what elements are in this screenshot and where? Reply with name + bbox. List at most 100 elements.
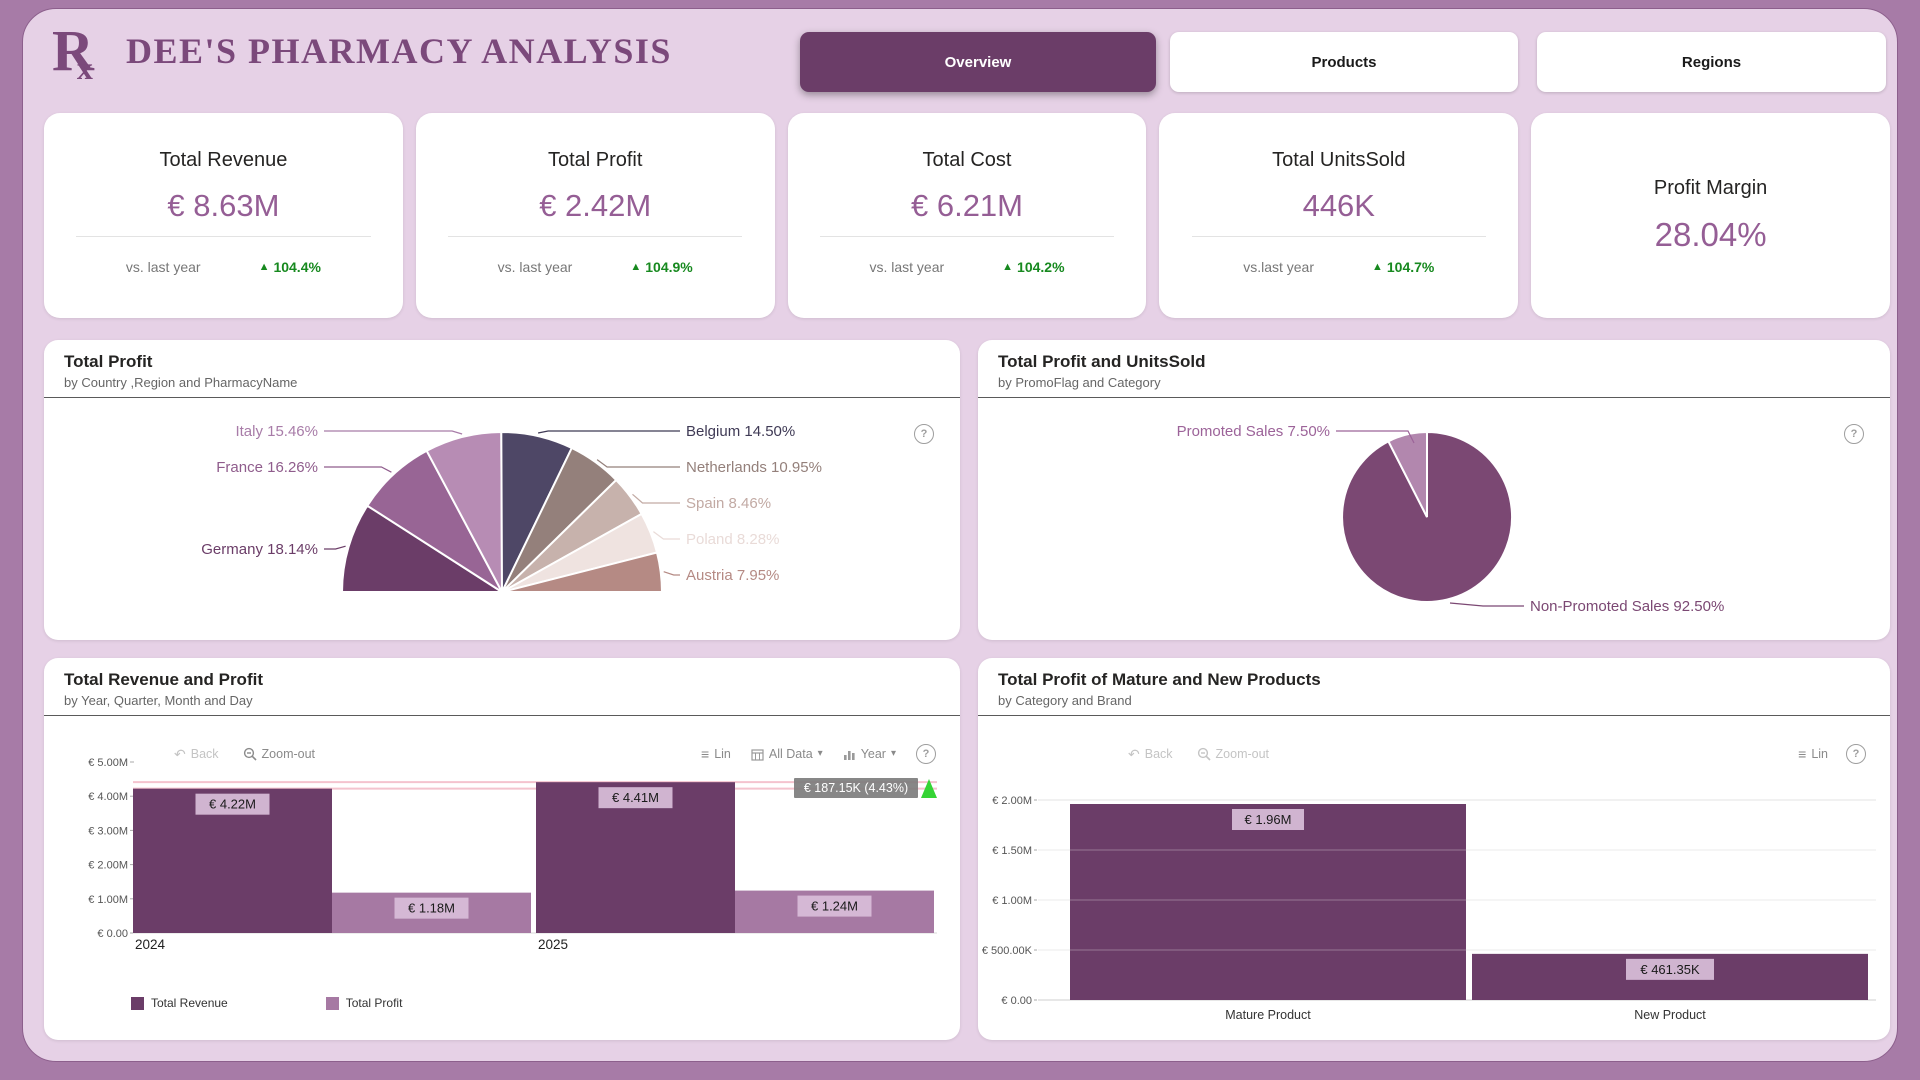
y-axis-label: € 4.00M [88, 791, 128, 803]
zoom-out-label: Zoom-out [1215, 747, 1270, 761]
revenue-profit-bar-chart: € 5.00M € 4.00M € 3.00M € 2.00M € 1.00M € 0.0… [88, 757, 937, 952]
x-category-label-new-product: New Product [1634, 1008, 1706, 1022]
legend-swatch [131, 996, 144, 1010]
kpi-delta: ▲ 104.2% [1002, 259, 1064, 275]
back-button[interactable]: ↶ Back [174, 747, 219, 761]
x-category-label-mature-product: Mature Product [1225, 1008, 1311, 1022]
legend-item-total-revenue[interactable]: Total Revenue [131, 996, 228, 1010]
kpi-card-profit-margin: Profit Margin 28.04% [1531, 113, 1890, 318]
caret-down-icon: ▾ [890, 748, 896, 759]
bar-value-box [394, 897, 469, 919]
pie-slice-promoted-sales[interactable] [1387, 430, 1428, 518]
bar-value-box [195, 793, 270, 815]
anomaly-tooltip-text: € 187.15K (4.43%) [804, 781, 908, 795]
callout-line-non-promoted [1449, 602, 1524, 607]
kpi-title: Total Profit [547, 149, 643, 171]
kpi-row: Total Revenue € 8.63M vs. last year ▲ 10… [44, 113, 1890, 318]
kpi-title: Total Revenue [159, 149, 288, 171]
kpi-delta-value: 104.9% [645, 259, 693, 275]
halfpie-chart-area: Germany 18.14% France 16.26% Italy 15.46% B… [44, 398, 960, 640]
panel-subtitle: by Country ,Region and PharmacyName [64, 375, 298, 390]
up-arrow-icon: ▲ [630, 261, 642, 273]
x-category-label-2024: 2024 [135, 937, 166, 952]
lin-label: Lin [1811, 747, 1828, 761]
mature-new-chart-area: € 2.00M € 1.50M € 1.00M € 500.00K € 0.00 € 1.… [978, 716, 1890, 1040]
bar-value-label: € 1.24M [811, 899, 858, 914]
kpi-vs-label: vs. last year [497, 259, 573, 275]
help-icon[interactable]: ? [914, 424, 934, 444]
revenue-profit-chart-area: € 5.00M € 4.00M € 3.00M € 2.00M € 1.00M € 0.0… [44, 716, 960, 1040]
y-axis-label: € 0.00 [1001, 995, 1032, 1007]
callout-line-spain [632, 493, 680, 504]
bar-value-label: € 4.22M [209, 797, 256, 812]
kpi-value: 28.04% [1654, 216, 1767, 253]
halfpie-label-poland: Poland 8.28% [686, 531, 779, 548]
panel-title: Total Profit [64, 352, 153, 371]
tab-products-label: Products [1311, 53, 1377, 71]
kpi-delta-value: 104.4% [273, 259, 321, 275]
bar-mature-product[interactable] [1070, 804, 1466, 1000]
panel-subtitle: by Category and Brand [998, 693, 1132, 708]
bar-value-box [1232, 809, 1304, 830]
tab-products[interactable]: Products [1170, 32, 1518, 92]
help-icon[interactable]: ? [916, 744, 936, 764]
panel-head: Total Profit of Mature and New Products … [978, 658, 1890, 716]
y-axis-label: € 500.00K [982, 945, 1033, 957]
bar-value-label: € 1.96M [1245, 812, 1292, 827]
panel-head: Total Revenue and Profit by Year, Quarte… [44, 658, 960, 716]
bar-value-box [598, 787, 673, 809]
help-icon[interactable]: ? [1844, 424, 1864, 444]
kpi-vs-label: vs. last year [869, 259, 945, 275]
y-axis-label: € 2.00M [992, 795, 1032, 807]
panel-total-profit-by-country: Total Profit by Country ,Region and Phar… [44, 340, 960, 640]
kpi-delta: ▲ 104.4% [259, 259, 321, 275]
y-axis-label: € 1.00M [88, 894, 128, 906]
kpi-value: € 8.63M [167, 188, 280, 223]
list-icon: ≡ [1798, 746, 1807, 762]
kpi-value: 446K [1302, 188, 1375, 223]
list-icon: ≡ [701, 746, 710, 762]
x-category-label-2025: 2025 [538, 937, 568, 952]
mature-new-bar-chart: € 2.00M € 1.50M € 1.00M € 500.00K € 0.00 € 1.… [982, 795, 1876, 1022]
caret-down-icon: ▾ [817, 748, 823, 759]
halfpie-label-netherlands: Netherlands 10.95% [686, 459, 822, 476]
all-data-dropdown[interactable]: All Data ▾ [751, 747, 823, 761]
tab-regions[interactable]: Regions [1537, 32, 1886, 92]
lin-toggle[interactable]: ≡ Lin [1798, 747, 1828, 761]
zoom-out-button[interactable]: Zoom-out [243, 747, 315, 761]
kpi-card-total-cost: Total Cost € 6.21M vs. last year ▲ 104.2… [787, 113, 1147, 318]
back-label: Back [1144, 747, 1173, 761]
y-axis-label: € 1.50M [992, 845, 1032, 857]
kpi-delta: ▲ 104.7% [1372, 259, 1434, 275]
zoom-out-button[interactable]: Zoom-out [1197, 747, 1270, 761]
bar-chart-icon [843, 750, 855, 760]
rx-logo-x: x [76, 50, 93, 86]
halfpie-label-italy: Italy 15.46% [235, 423, 318, 440]
lin-toggle[interactable]: ≡ Lin [701, 747, 731, 761]
bar-value-box [797, 895, 872, 917]
panel-subtitle: by PromoFlag and Category [998, 375, 1161, 390]
legend-label: Total Revenue [151, 996, 228, 1010]
kpi-card-total-unitssold: Total UnitsSold 446K vs.last year ▲ 104.… [1159, 113, 1519, 318]
legend-label: Total Profit [345, 996, 403, 1010]
y-axis-label: € 1.00M [992, 895, 1032, 907]
year-dropdown[interactable]: Year ▾ [843, 747, 896, 761]
up-arrow-icon: ▲ [258, 261, 270, 273]
kpi-card-total-revenue: Total Revenue € 8.63M vs. last year ▲ 10… [44, 113, 403, 318]
halfpie-slice-germany[interactable] [340, 504, 506, 593]
kpi-delta-value: 104.2% [1017, 259, 1065, 275]
back-button[interactable]: ↶ Back [1128, 747, 1173, 761]
legend-swatch [325, 996, 339, 1010]
back-icon: ↶ [1128, 746, 1140, 762]
halfpie-slice-austria[interactable] [501, 551, 664, 593]
callout-line-italy [324, 430, 463, 435]
kpi-vs-label: vs. last year [125, 259, 201, 275]
panel-mature-new-products: Total Profit of Mature and New Products … [978, 658, 1890, 1040]
tab-overview[interactable]: Overview [800, 32, 1156, 92]
page-title: DEE'S PHARMACY ANALYSIS [126, 31, 672, 71]
pie-chart: Promoted Sales 7.50% Non-Promoted Sales 9… [1177, 423, 1725, 615]
help-icon[interactable]: ? [1846, 744, 1866, 764]
legend-item-total-profit[interactable]: Total Profit [325, 996, 403, 1010]
panel-head: Total Profit and UnitsSold by PromoFlag … [978, 340, 1890, 398]
halfpie-label-belgium: Belgium 14.50% [686, 423, 795, 440]
